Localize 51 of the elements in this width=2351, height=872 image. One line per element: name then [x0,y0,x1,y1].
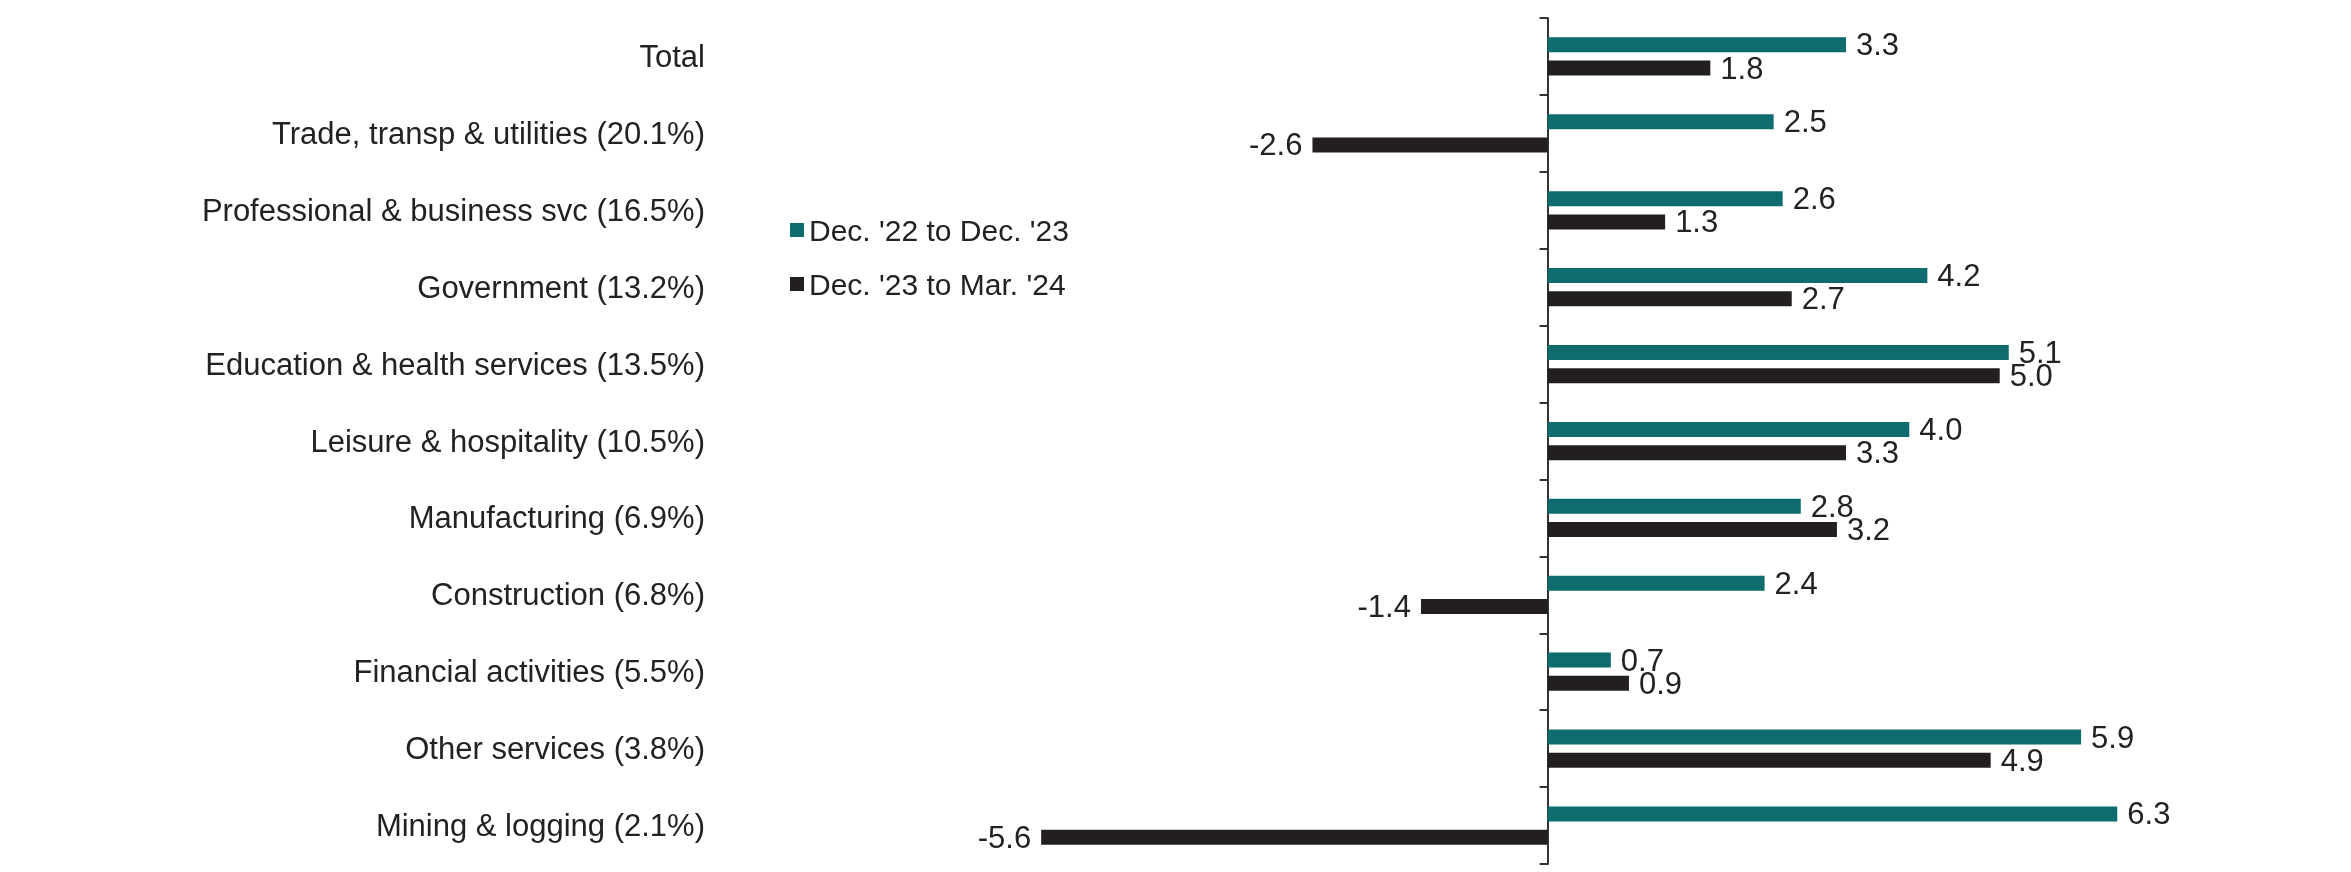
bar [1547,652,1611,668]
bar [1547,675,1629,691]
legend-label: Dec. '23 to Mar. '24 [809,267,1066,301]
bar [1547,575,1765,591]
data-label: 1.3 [1675,204,1719,240]
y-tick-label: Government (13.2%) [417,269,705,305]
bar [1547,445,1846,461]
y-tick-label: Trade, transp & utilities (20.1%) [271,115,705,151]
bar [1547,37,1846,53]
data-label: 2.7 [1801,281,1845,317]
data-label: -2.6 [1249,127,1303,163]
data-label: 3.3 [1855,27,1900,63]
y-tick-label: Education & health services (13.5%) [205,346,705,382]
data-label: -5.6 [977,819,1032,855]
y-tick-label: Leisure & hospitality (10.5%) [310,423,705,459]
bar [1547,498,1801,514]
y-tick-label: Manufacturing (6.9%) [408,500,705,536]
y-tick-label: Financial activities (5.5%) [353,654,705,690]
data-label: 5.9 [2091,719,2135,755]
bar [1547,752,1991,768]
data-label: 6.3 [2127,796,2171,832]
bar [1547,268,1928,284]
data-label: 3.3 [1855,435,1900,471]
bar [1547,344,2009,360]
bar [1547,729,2082,745]
bar [1547,368,2000,384]
bar [1547,421,1910,437]
bar [1547,114,1774,130]
data-label: 4.9 [2000,742,2044,778]
data-label: 4.2 [1937,258,1981,294]
bar [1547,60,1711,76]
data-label: 1.8 [1720,50,1764,86]
bar [1547,522,1837,538]
legend-label: Dec. '22 to Dec. '23 [809,213,1069,247]
data-label: 2.5 [1783,104,1827,140]
bar [1547,214,1666,230]
y-tick-label: Professional & business svc (16.5%) [201,192,705,228]
y-tick-label: Mining & logging (2.1%) [375,808,705,844]
data-label: 2.4 [1774,565,1818,601]
y-tick-label: Construction (6.8%) [431,577,705,613]
data-label: 2.6 [1792,181,1836,217]
bar [1312,137,1548,153]
bar [1041,829,1548,845]
bar [1547,806,2118,822]
y-tick-label: Total [639,38,705,74]
y-tick-label: Other services (3.8%) [405,731,705,767]
data-label: -1.4 [1357,588,1411,624]
bar [1547,291,1792,307]
bar [1547,191,1783,207]
data-label: 4.0 [1919,411,1963,447]
bar [1420,598,1548,614]
